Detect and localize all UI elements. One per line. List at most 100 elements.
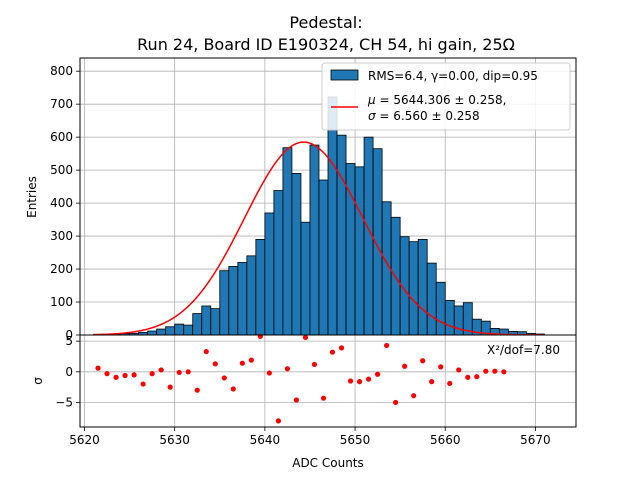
legend-mu-value: = 5644.306 ± 0.258,: [376, 93, 507, 107]
residual-point: [230, 386, 236, 392]
residual-point: [375, 371, 381, 377]
residual-point: [149, 371, 155, 377]
histogram-bar: [201, 305, 212, 336]
legend-sigma-value: = 6.560 ± 0.258: [376, 109, 480, 123]
residual-point: [456, 367, 462, 373]
histogram-y-tick-label: 200: [50, 262, 73, 276]
histogram-bar: [300, 221, 311, 336]
residual-annotation: X²/dof=7.80: [487, 343, 560, 357]
residual-point: [104, 371, 110, 377]
histogram-bar: [426, 262, 437, 336]
residual-point: [293, 397, 300, 403]
residual-point: [239, 360, 245, 366]
legend-histogram-label: RMS=6.4, γ=0.00, dip=0.95: [368, 69, 538, 83]
residual-point: [329, 349, 336, 355]
histogram-bar: [327, 96, 338, 336]
histogram-bar: [453, 305, 464, 336]
residual-point: [474, 374, 480, 380]
histogram-bar: [219, 270, 230, 336]
residual-point: [266, 370, 272, 376]
histogram-y-tick-label: 700: [50, 97, 73, 111]
histogram-y-tick-label: 100: [50, 295, 73, 309]
x-tick-label: 5620: [69, 433, 100, 447]
residual-point: [311, 361, 318, 368]
histogram-y-tick-label: 300: [50, 229, 73, 243]
histogram-y-ticks: 0 100 200 300 400 500 600 700 800: [50, 64, 80, 342]
residual-point: [275, 418, 281, 424]
residual-point: [465, 374, 471, 380]
legend-mu-symbol: μ: [367, 93, 376, 107]
x-tick-label: 5670: [520, 433, 551, 447]
residual-point: [320, 395, 327, 401]
legend: RMS=6.4, γ=0.00, dip=0.95 μ = 5644.306 ±…: [321, 62, 571, 131]
residual-point: [492, 368, 498, 374]
residual-point: [384, 342, 390, 349]
residual-point: [185, 369, 191, 375]
legend-box: [321, 62, 571, 131]
residual-point: [356, 379, 363, 385]
residual-point: [257, 333, 263, 339]
histogram-bar: [291, 173, 302, 336]
x-axis-label: ADC Counts: [292, 456, 364, 470]
residual-x-ticks: 5620 5630 5640 5650 5660 5670: [69, 427, 551, 447]
residual-point: [194, 387, 200, 393]
residual-point: [347, 378, 354, 384]
residual-point: [284, 366, 291, 372]
residual-points: [95, 333, 507, 424]
residual-point: [447, 380, 453, 387]
residual-point: [212, 361, 218, 367]
residual-y-tick-label: −5: [55, 395, 73, 409]
residual-point: [140, 381, 146, 387]
residual-point: [122, 372, 128, 379]
histogram-bar: [246, 255, 257, 336]
histogram-bar: [318, 179, 329, 336]
residual-y-ticks: −5 0 5: [55, 334, 80, 409]
residual-point: [203, 348, 209, 355]
histogram-bar: [147, 330, 158, 336]
histogram-y-tick-label: 500: [50, 163, 73, 177]
histogram-bar: [309, 144, 320, 336]
histogram-bar: [336, 134, 347, 336]
chart-title-line2: Run 24, Board ID E190324, CH 54, hi gain…: [137, 35, 515, 54]
histogram-bar: [282, 147, 293, 336]
legend-fit-mu-label: μ = 5644.306 ± 0.258,: [367, 93, 506, 107]
histogram-bar: [273, 190, 284, 336]
residual-point: [429, 379, 435, 385]
gaussian-fit-curve: [93, 141, 545, 336]
histogram-bar: [156, 328, 167, 336]
residual-point: [338, 345, 345, 351]
residual-point: [221, 375, 227, 381]
legend-sigma-symbol: σ: [368, 109, 376, 123]
residual-point: [176, 369, 182, 376]
histogram-panel: 0 100 200 300 400 500 600 700 800 Entries RMS=6.…: [25, 57, 577, 342]
residual-point: [438, 364, 444, 370]
histogram-bar: [444, 299, 455, 336]
residual-y-axis-label: σ: [31, 377, 45, 385]
residual-point: [420, 358, 426, 364]
residual-point: [483, 368, 489, 374]
histogram-y-tick-label: 0: [65, 328, 73, 342]
residual-point: [411, 393, 417, 399]
residual-point: [113, 374, 119, 380]
x-tick-label: 5630: [159, 433, 190, 447]
histogram-bar: [237, 262, 248, 336]
histogram-bar: [165, 326, 176, 336]
x-tick-label: 5650: [340, 433, 371, 447]
histogram-bars: [93, 96, 545, 336]
residual-y-tick-label: 0: [65, 365, 73, 379]
legend-fit-sigma-label: σ = 6.560 ± 0.258: [368, 109, 480, 123]
residual-point: [95, 365, 101, 371]
residual-point: [158, 367, 164, 373]
histogram-bar: [192, 313, 203, 336]
histogram-bar: [408, 241, 419, 336]
x-tick-label: 5660: [430, 433, 461, 447]
histogram-y-tick-label: 400: [50, 196, 73, 210]
x-tick-label: 5640: [250, 433, 281, 447]
residual-point: [501, 369, 507, 375]
histogram-bar: [210, 308, 221, 336]
histogram-bar: [417, 238, 428, 336]
residual-point: [248, 357, 254, 363]
histogram-bar: [264, 212, 275, 336]
histogram-bar: [183, 324, 194, 336]
